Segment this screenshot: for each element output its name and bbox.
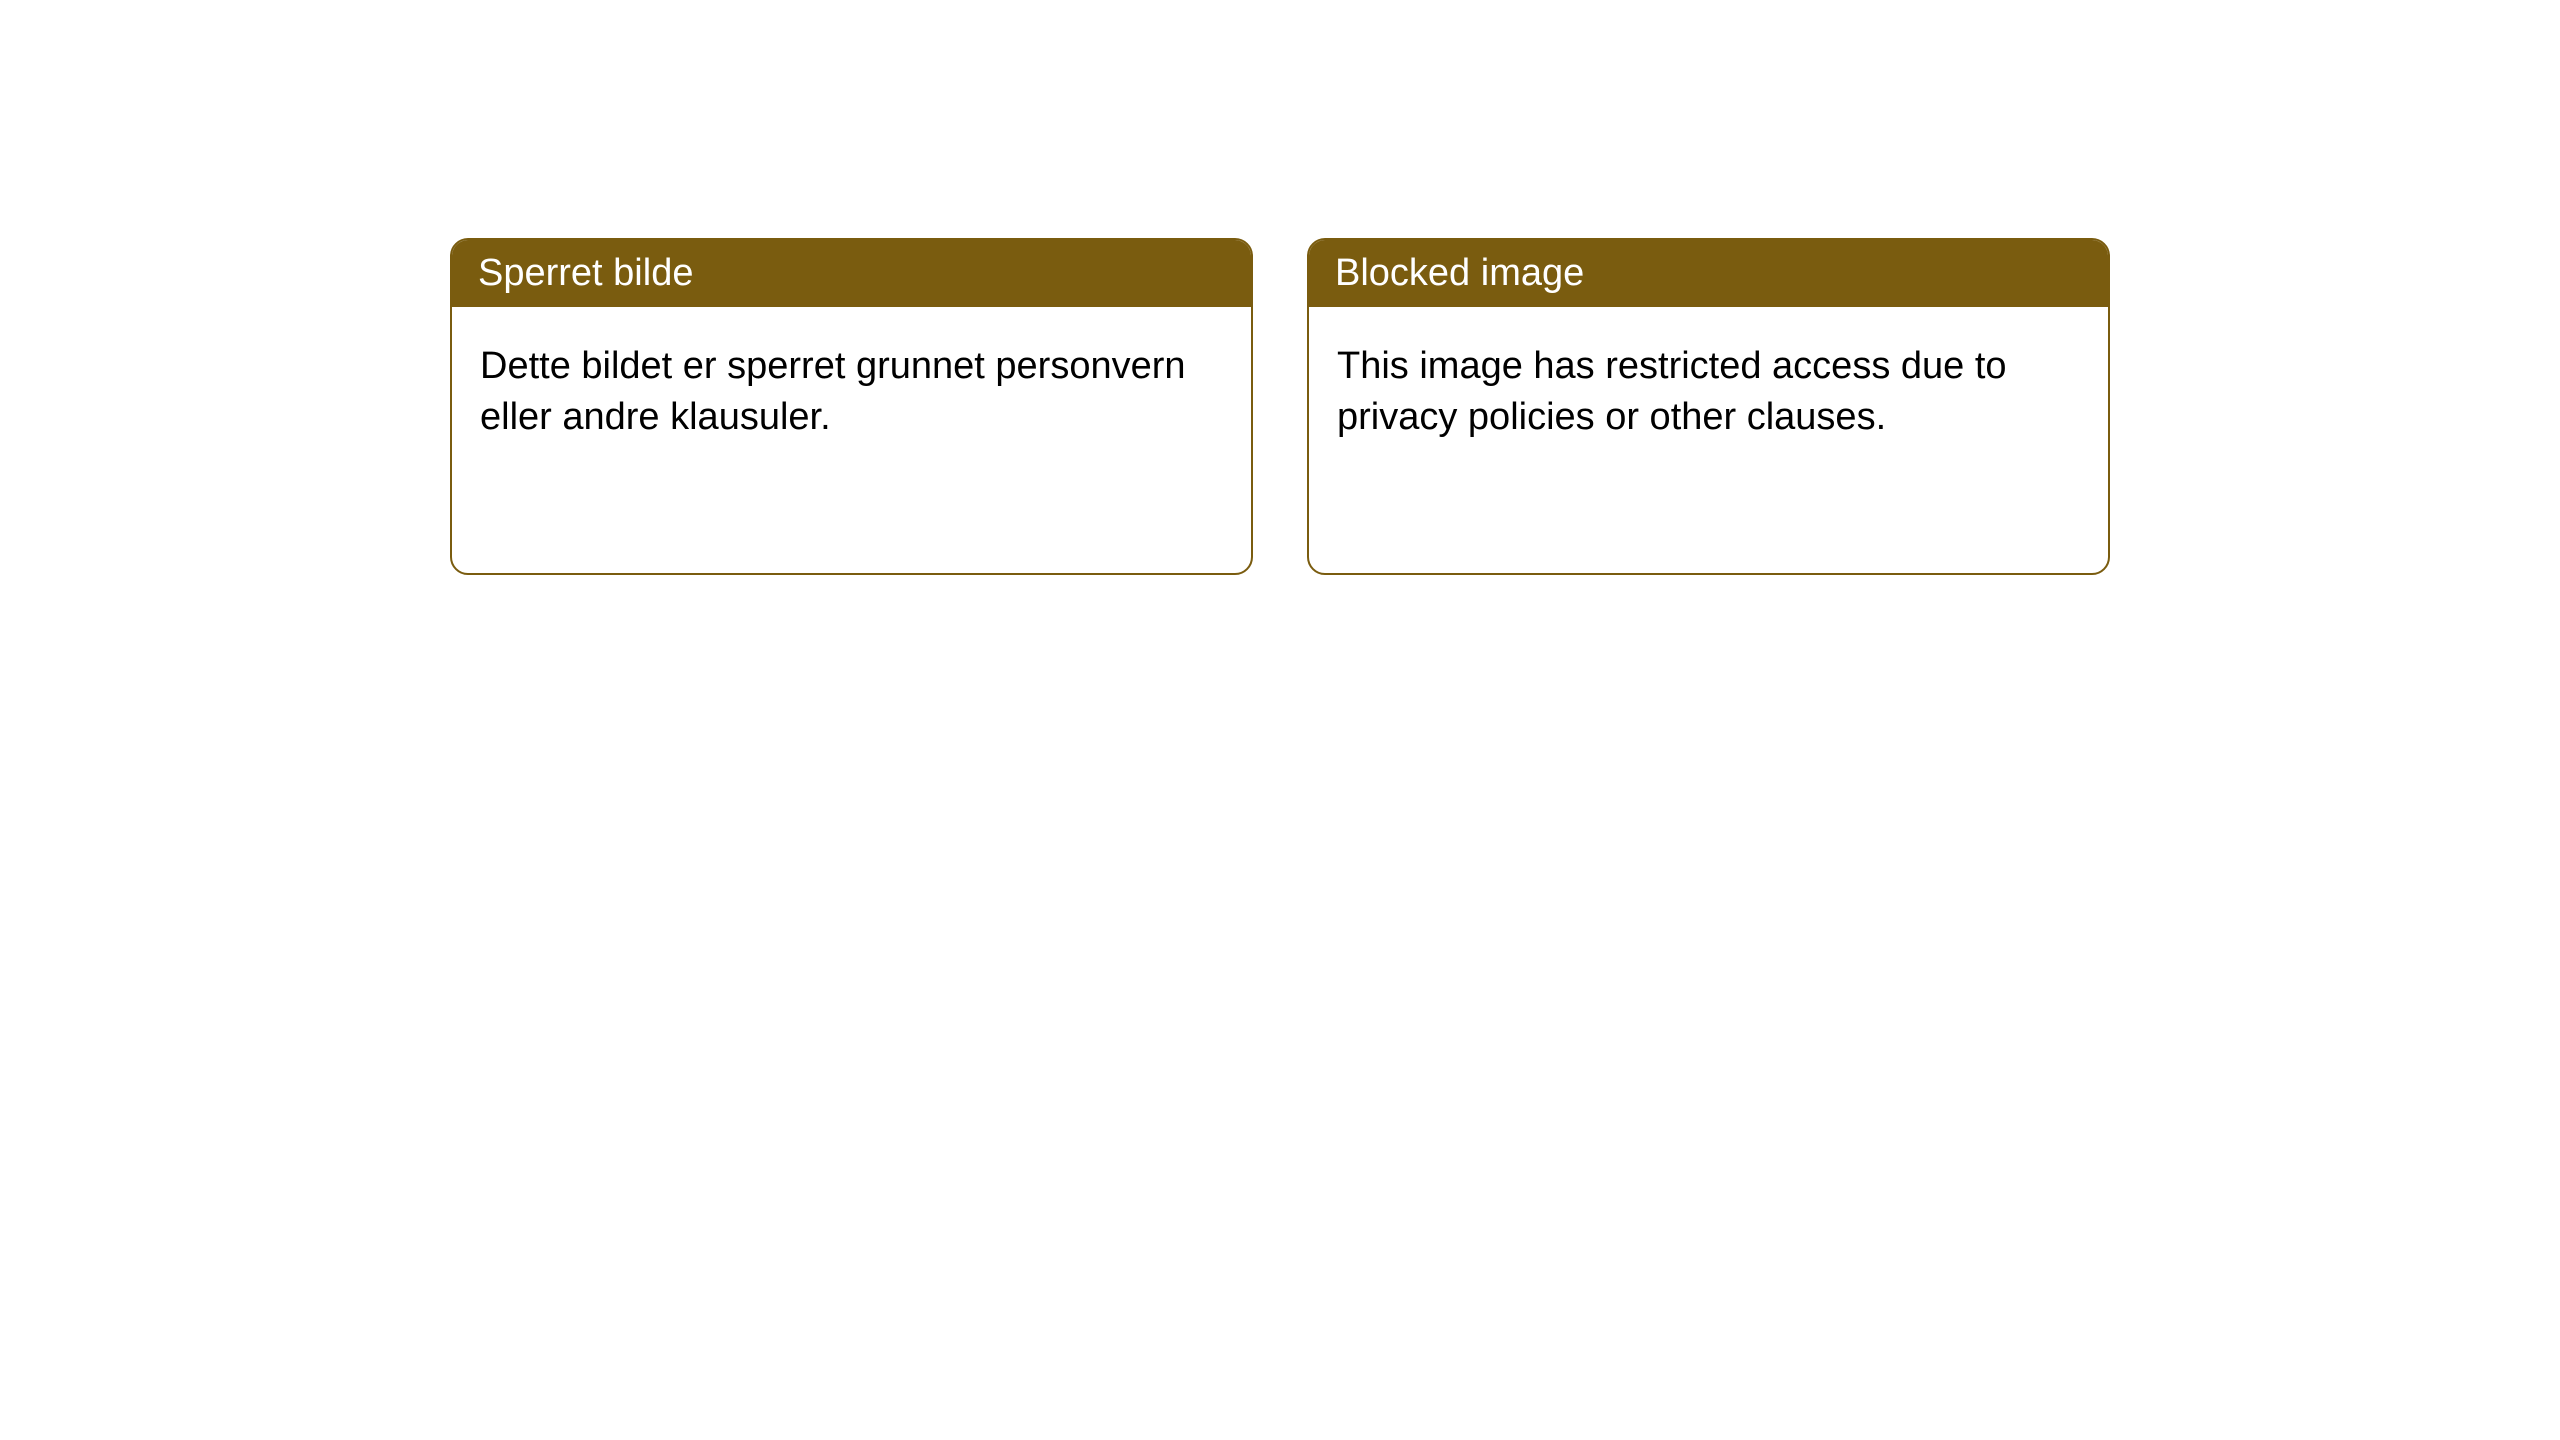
notice-title: Sperret bilde xyxy=(478,252,693,294)
notice-card-norwegian: Sperret bilde Dette bildet er sperret gr… xyxy=(450,238,1253,575)
notice-card-body: This image has restricted access due to … xyxy=(1309,307,2108,478)
notice-card-header: Blocked image xyxy=(1309,240,2108,307)
notice-body-text: Dette bildet er sperret grunnet personve… xyxy=(480,345,1186,438)
notice-card-header: Sperret bilde xyxy=(452,240,1251,307)
notice-card-body: Dette bildet er sperret grunnet personve… xyxy=(452,307,1251,478)
notice-container: Sperret bilde Dette bildet er sperret gr… xyxy=(0,0,2560,575)
notice-title: Blocked image xyxy=(1335,252,1584,294)
notice-body-text: This image has restricted access due to … xyxy=(1337,345,2007,438)
notice-card-english: Blocked image This image has restricted … xyxy=(1307,238,2110,575)
